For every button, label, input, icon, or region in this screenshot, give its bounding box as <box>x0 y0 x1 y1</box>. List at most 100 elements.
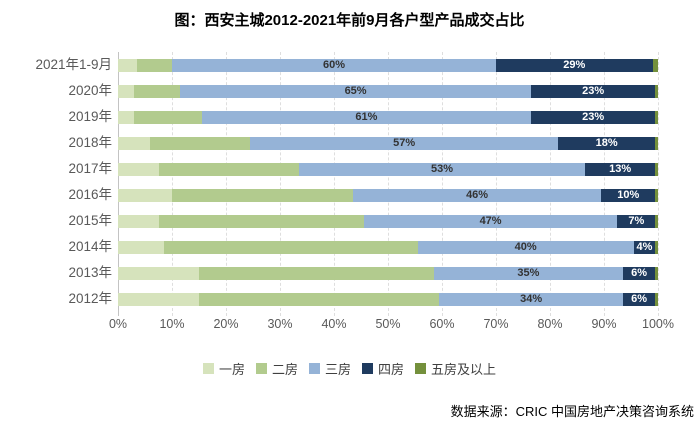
bar-segment-labeled: 10% <box>601 188 656 202</box>
bar-segment <box>136 58 172 72</box>
bar-segment <box>118 84 135 98</box>
legend-item: 五房及以上 <box>415 359 496 378</box>
gridline <box>604 52 605 316</box>
y-category-label: 2018年 <box>68 135 112 150</box>
bar-row: 40% 4% <box>118 240 658 254</box>
bar-row: 65% 23% <box>118 84 658 98</box>
x-tick-label: 70% <box>483 317 509 331</box>
x-tick-label: 100% <box>642 317 674 331</box>
gridline <box>442 52 443 316</box>
bar-segment <box>652 58 658 72</box>
bar-row: 57% 18% <box>118 136 658 150</box>
y-category-label: 2017年 <box>68 161 112 176</box>
bar-segment-labeled: 34% <box>439 292 623 306</box>
bar-segment-labeled: 4% <box>633 240 656 254</box>
legend-swatch <box>255 363 267 374</box>
bar-segment <box>655 188 658 202</box>
bar-segment-labeled: 29% <box>495 58 653 72</box>
y-category-label: 2020年 <box>68 83 112 98</box>
bar-segment <box>199 266 434 280</box>
legend-swatch <box>202 363 214 374</box>
bar-segment-labeled: 47% <box>363 214 618 228</box>
legend-label: 三房 <box>324 362 351 377</box>
y-category-label: 2019年 <box>68 109 112 124</box>
bar-segment <box>655 292 658 306</box>
gridline <box>550 52 551 316</box>
gridline <box>226 52 227 316</box>
bar-segment <box>655 162 658 176</box>
x-tick-label: 30% <box>267 317 293 331</box>
bar-segment-labeled: 57% <box>250 136 559 150</box>
bar-row: 61% 23% <box>118 110 658 124</box>
y-category-label: 2013年 <box>68 265 112 280</box>
bar-segment <box>199 292 440 306</box>
gridline <box>280 52 281 316</box>
bar-segment <box>655 266 658 280</box>
legend: 一房 二房 三房 四房 五房及以上 <box>0 359 699 378</box>
bar-segment <box>118 292 199 306</box>
y-category-label: 2014年 <box>68 239 112 254</box>
bar-segment-labeled: 18% <box>558 136 656 150</box>
bar-row: 53% 13% <box>118 162 658 176</box>
bar-row: 46% 10% <box>118 188 658 202</box>
x-tick-label: 20% <box>213 317 239 331</box>
y-axis-line <box>118 52 119 316</box>
bar-segment-labeled: 6% <box>622 266 656 280</box>
x-tick-label: 40% <box>321 317 347 331</box>
bar-segment-labeled: 65% <box>180 84 532 98</box>
bar-segment-labeled: 35% <box>433 266 623 280</box>
bar-segment <box>118 162 159 176</box>
bar-segment-labeled: 23% <box>531 110 656 124</box>
bar-segment <box>118 214 159 228</box>
bar-segment <box>118 110 135 124</box>
bar-segment <box>118 240 164 254</box>
y-category-label: 2012年 <box>68 291 112 306</box>
bar-segment <box>158 162 299 176</box>
plot-area: 60% 29% 65% 23% 61% 23% 57% 18% 53% 13% 46% 10% 47% 7… <box>118 52 659 316</box>
legend-label: 一房 <box>218 362 245 377</box>
bar-row: 47% 7% <box>118 214 658 228</box>
bar-segment <box>134 84 181 98</box>
bar-row: 60% 29% <box>118 58 658 72</box>
legend-item: 四房 <box>362 359 404 378</box>
bar-row: 34% 6% <box>118 292 658 306</box>
legend-swatch <box>415 363 427 374</box>
bar-segment <box>172 188 353 202</box>
bar-segment <box>158 214 364 228</box>
x-tick-label: 60% <box>429 317 455 331</box>
bar-segment <box>118 188 172 202</box>
y-axis: 2021年1-9月 2020年 2019年 2018年 2017年 2016年 2015年 2… <box>0 52 112 312</box>
bar-segment <box>118 58 137 72</box>
legend-swatch <box>308 363 320 374</box>
source-note: 数据来源：CRIC 中国房地产决策咨询系统 <box>450 404 694 419</box>
gridline <box>172 52 173 316</box>
gridline <box>658 52 659 316</box>
y-category-label: 2016年 <box>68 187 112 202</box>
legend-swatch <box>362 363 373 374</box>
bar-segment-labeled: 7% <box>617 214 656 228</box>
bar-segment <box>655 110 658 124</box>
legend-label: 四房 <box>378 362 405 377</box>
bar-segment-labeled: 13% <box>585 162 656 176</box>
bar-segment <box>134 110 202 124</box>
bar-segment <box>163 240 418 254</box>
bar-segment-labeled: 40% <box>417 240 634 254</box>
x-axis: 0% 10% 20% 30% 40% 50% 60% 70% 80% 90% 100% <box>109 317 674 333</box>
gridline <box>334 52 335 316</box>
x-tick-label: 10% <box>159 317 185 331</box>
gridline <box>496 52 497 316</box>
bar-segment <box>150 136 251 150</box>
bar-segment-labeled: 61% <box>201 110 532 124</box>
bar-segment <box>118 266 199 280</box>
bar-segment-labeled: 46% <box>352 188 602 202</box>
bar-segment <box>655 84 658 98</box>
bar-segment <box>655 136 658 150</box>
x-tick-label: 50% <box>375 317 401 331</box>
legend-label: 二房 <box>271 362 298 377</box>
bar-segment-labeled: 53% <box>298 162 586 176</box>
legend-item: 三房 <box>308 359 351 378</box>
bar-segment <box>655 214 658 228</box>
legend-label: 五房及以上 <box>431 362 497 377</box>
bar-segment-labeled: 60% <box>171 58 496 72</box>
